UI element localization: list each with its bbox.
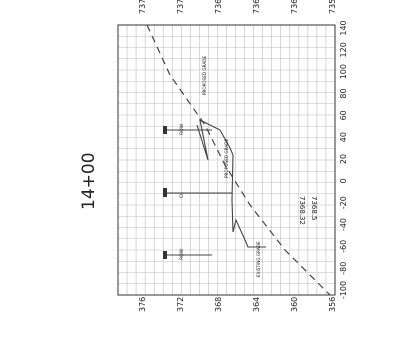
proposed-grade-line bbox=[196, 119, 266, 248]
offset-tick: 140 bbox=[339, 20, 348, 35]
row-right-label: ROW bbox=[179, 123, 185, 135]
offset-tick: 0 bbox=[339, 178, 348, 183]
elevation-tick-left: 372 bbox=[176, 297, 185, 312]
elevation-axis-left: 376 372 368 364 360 356 bbox=[138, 297, 337, 312]
elevation-tick-right: 7368 bbox=[214, 0, 223, 14]
offset-tick: 60 bbox=[339, 110, 348, 120]
existing-grade-note: EXISTING GRADE bbox=[256, 241, 261, 277]
offset-tick: -40 bbox=[339, 218, 348, 231]
offset-tick: -100 bbox=[339, 281, 348, 299]
elevation-tick-right: 7376 bbox=[138, 0, 147, 14]
grid bbox=[118, 25, 335, 295]
station-label: 14+00 bbox=[79, 152, 99, 210]
center-line-marker bbox=[163, 188, 167, 197]
elevation-tick-left: 376 bbox=[138, 297, 147, 312]
elevation-tick-right: 7360 bbox=[290, 0, 299, 14]
elevation-tick-right: 7364 bbox=[252, 0, 261, 14]
offset-right-value: 7368.5 bbox=[310, 196, 318, 221]
row-left-label: ROW bbox=[179, 248, 185, 260]
elevation-tick-right: 7372 bbox=[176, 0, 185, 14]
offset-tick: 40 bbox=[339, 132, 348, 142]
offset-tick: 120 bbox=[339, 42, 348, 57]
offset-tick: 20 bbox=[339, 154, 348, 164]
offset-tick: -80 bbox=[339, 262, 348, 275]
proposed-grade-note: PROPOSED GRADE bbox=[224, 139, 229, 178]
row-right-marker bbox=[163, 126, 167, 134]
elevation-tick-left: 356 bbox=[328, 297, 337, 312]
offset-tick: 100 bbox=[339, 64, 348, 79]
plot-frame bbox=[117, 24, 336, 296]
elevation-axis-right: 7376 7372 7368 7364 7360 7356 bbox=[138, 0, 337, 14]
elevation-tick-left: 360 bbox=[290, 297, 299, 312]
offset-tick: -60 bbox=[339, 240, 348, 253]
offset-tick: 80 bbox=[339, 88, 348, 98]
offset-left-value: 7368.32 bbox=[298, 196, 306, 225]
proposed-grade-note-right: PROPOSED GRADE bbox=[202, 56, 207, 95]
offset-axis: -100 -80 -60 -40 -20 0 20 40 60 80 100 120 140 bbox=[339, 20, 348, 299]
row-left-marker bbox=[163, 251, 167, 259]
offset-tick: -20 bbox=[339, 196, 348, 209]
elevation-tick-left: 368 bbox=[214, 297, 223, 312]
elevation-tick-left: 364 bbox=[252, 297, 261, 312]
existing-grade-line bbox=[146, 24, 331, 296]
elevation-tick-right: 7356 bbox=[328, 0, 337, 14]
center-line-label: CL bbox=[179, 192, 185, 198]
